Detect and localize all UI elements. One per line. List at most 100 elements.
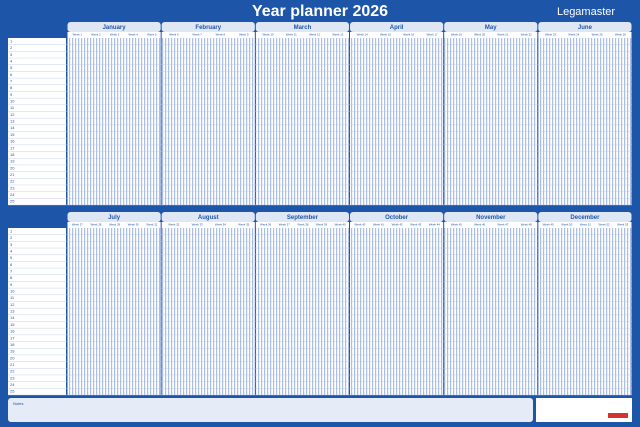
row-number: 10: [10, 289, 15, 294]
week-label: Week 45: [451, 223, 462, 227]
row-number: 10: [10, 99, 15, 104]
week-label: Week 37: [279, 223, 290, 227]
row-number: 18: [10, 152, 15, 157]
month-name: January: [103, 25, 127, 31]
notes-box: [8, 398, 533, 422]
row-number: 7: [10, 78, 13, 83]
week-label: Week 4: [128, 33, 138, 37]
row-number: 9: [10, 282, 13, 287]
row-number: 18: [10, 342, 15, 347]
row-number: 16: [10, 329, 15, 334]
week-label: Week 52: [599, 223, 610, 227]
month-header: [255, 212, 349, 222]
week-label: Week 1: [73, 33, 83, 37]
week-label: Week 48: [521, 223, 532, 227]
week-label: Week 42: [392, 223, 403, 227]
week-label: Week 30: [128, 223, 139, 227]
day-grid: [255, 38, 349, 205]
week-label: Week 40: [335, 223, 346, 227]
row-number: 8: [10, 85, 13, 90]
month-name: July: [108, 215, 121, 221]
row-number: 17: [10, 335, 15, 340]
row-number: 6: [10, 262, 13, 267]
row-number: 24: [10, 192, 15, 197]
week-row: [538, 222, 632, 228]
day-grid: [350, 38, 444, 205]
row-number: 19: [10, 159, 15, 164]
week-label: Week 43: [410, 223, 421, 227]
row-number: 25: [10, 389, 15, 394]
week-label: Week 50: [561, 223, 572, 227]
row-number: 3: [10, 52, 13, 57]
month-header: [538, 212, 632, 222]
week-label: Week 21: [497, 33, 508, 37]
week-label: Week 38: [297, 223, 308, 227]
row-number: 5: [10, 65, 13, 70]
week-label: Week 14: [357, 33, 368, 37]
row-number: 20: [10, 165, 15, 170]
week-label: Week 40: [354, 223, 365, 227]
week-label: Week 11: [286, 33, 297, 37]
month-header: [161, 212, 255, 222]
week-row: [161, 32, 255, 38]
month-name: November: [476, 215, 506, 221]
row-number: 13: [10, 309, 15, 314]
week-label: Week 19: [451, 33, 462, 37]
month-name: August: [198, 215, 219, 221]
week-label: Week 28: [90, 223, 101, 227]
month-header: [67, 212, 161, 222]
day-grid: [255, 228, 349, 395]
row-number: 19: [10, 349, 15, 354]
month-name: September: [287, 215, 319, 221]
week-label: Week 47: [497, 223, 508, 227]
week-row: [67, 222, 161, 228]
month-header: [350, 22, 444, 32]
week-row: [444, 222, 538, 228]
row-number: 13: [10, 119, 15, 124]
week-label: Week 39: [316, 223, 327, 227]
week-label: Week 41: [373, 223, 384, 227]
week-label: Week 49: [543, 223, 554, 227]
row-number: 2: [10, 235, 13, 240]
week-row: [538, 32, 632, 38]
brand: Legamaster: [557, 6, 615, 18]
week-row: [444, 32, 538, 38]
row-number: 2: [10, 45, 13, 50]
week-label: Week 13: [332, 33, 343, 37]
week-label: Week 8: [216, 33, 226, 37]
row-number: 1: [10, 228, 13, 233]
week-label: Week 51: [580, 223, 591, 227]
day-grid: [161, 228, 255, 395]
row-number: 25: [10, 199, 15, 204]
row-number: 4: [10, 58, 13, 63]
day-grid: [538, 38, 632, 205]
row-number: 21: [10, 172, 15, 177]
row-number: 14: [10, 315, 15, 320]
week-label: Week 5: [147, 33, 157, 37]
month-header: [538, 22, 632, 32]
month-header: [67, 22, 161, 32]
week-label: Week 44: [429, 223, 440, 227]
week-label: Week 22: [521, 33, 532, 37]
row-number: 15: [10, 322, 15, 327]
week-row: [67, 32, 161, 38]
week-label: Week 24: [568, 33, 579, 37]
week-label: Week 33: [192, 223, 203, 227]
month-header: [350, 212, 444, 222]
week-label: Week 3: [110, 33, 120, 37]
day-grid: [67, 38, 161, 205]
row-number: 4: [10, 248, 13, 253]
month-name: February: [195, 25, 221, 31]
row-number: 12: [10, 302, 15, 307]
week-label: Week 26: [615, 33, 626, 37]
row-number: 1: [10, 38, 13, 43]
row-number: 11: [10, 105, 15, 110]
day-grid: [538, 228, 632, 395]
row-number: 15: [10, 132, 15, 137]
title: Year planner 2026: [252, 3, 388, 20]
logo-strip: [608, 413, 628, 418]
row-number: 9: [10, 92, 13, 97]
row-number: 22: [10, 179, 15, 184]
week-label: Week 15: [380, 33, 391, 37]
month-name: March: [294, 25, 312, 31]
